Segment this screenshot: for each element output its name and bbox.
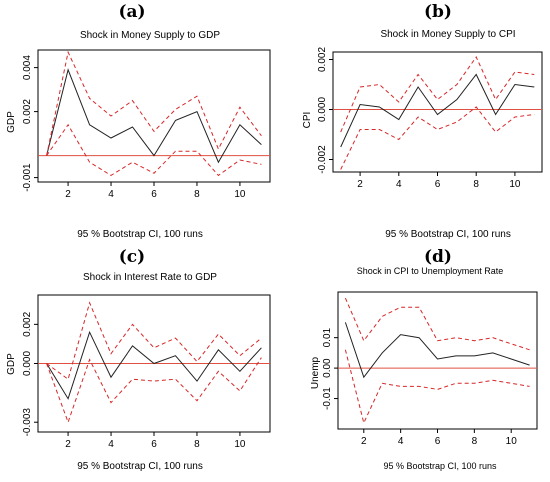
panel-b: (b) Shock in Money Supply to CPI CPI 95 …: [302, 2, 543, 240]
panel-c-xtick-label: 2: [65, 439, 71, 450]
panel-d-frame: [337, 291, 538, 430]
panel-d-ylabel: Unemp: [310, 356, 321, 389]
panel-a-title: Shock in Money Supply to GDP: [80, 30, 220, 41]
panel-d-label: (d): [424, 247, 452, 267]
panel-a-ytick-label: 0.002: [22, 99, 33, 124]
panel-b-ytick-label: 0.002: [317, 47, 328, 72]
panel-c-xtick-label: 8: [194, 439, 200, 450]
panel-b-series-lower: [340, 106, 535, 170]
panel-a-ytick-label: 0.004: [22, 55, 33, 80]
panel-b-series-estimate: [340, 73, 535, 148]
panel-c-series-estimate: [46, 330, 262, 400]
panel-c-xtick-label: 6: [151, 439, 157, 450]
panel-d-xtick-label: 6: [435, 436, 441, 447]
panel-a-ylabel: GDP: [6, 111, 17, 133]
panel-c-ytick-label: 0.000: [22, 351, 33, 376]
panel-c-xtick-label: 10: [234, 439, 246, 450]
panel-b-ylabel: CPI: [302, 112, 313, 129]
panel-b-label: (b): [424, 2, 452, 22]
panel-a-xtick-label: 10: [234, 189, 246, 200]
panel-d-xtick-label: 10: [506, 436, 518, 447]
panel-a-frame: [37, 49, 271, 183]
panel-b-xtick-label: 4: [396, 179, 402, 190]
panel-a-series-estimate: [46, 68, 262, 164]
panel-a: (a) Shock in Money Supply to GDP GDP 95 …: [6, 2, 271, 240]
panel-c-caption: 95 % Bootstrap CI, 100 runs: [77, 461, 203, 472]
panel-c-xtick-label: 4: [108, 439, 114, 450]
panel-a-xtick-label: 6: [151, 189, 157, 200]
panel-a-series-upper: [46, 50, 262, 156]
panel-c-ytick-label: 0.002: [22, 311, 33, 336]
panel-c-series-lower: [46, 357, 262, 424]
panel-c-ytick-label: -0.003: [22, 408, 33, 437]
panel-d-ytick-label: 0.00: [322, 358, 333, 378]
panel-a-caption: 95 % Bootstrap CI, 100 runs: [77, 229, 203, 240]
panel-b-frame: [332, 51, 543, 173]
panel-b-plot: 2 4 6 8 10 -0.002 0.000 0.002: [317, 47, 543, 190]
panel-a-xtick-label: 8: [194, 189, 200, 200]
panel-d-plot: 2 4 6 8 10 -0.01 0.00 0.01: [322, 291, 538, 447]
panel-d-ytick-label: -0.01: [322, 387, 333, 410]
panel-a-xtick-label: 4: [108, 189, 114, 200]
panel-b-xtick-label: 10: [509, 179, 521, 190]
panel-d-caption: 95 % Bootstrap CI, 100 runs: [383, 461, 497, 471]
panel-d-series-lower: [344, 349, 530, 425]
panel-d-ytick-label: 0.01: [322, 327, 333, 347]
panel-c-series-upper: [46, 301, 262, 381]
panel-c-title: Shock in Interest Rate to GDP: [83, 272, 217, 283]
panel-d-series-estimate: [344, 322, 530, 379]
panel-d: (d) Shock in CPI to Unemployment Rate Un…: [310, 247, 538, 471]
panel-b-series-upper: [340, 55, 535, 133]
panel-b-ytick-label: -0.002: [317, 145, 328, 174]
panel-d-xtick-label: 8: [472, 436, 478, 447]
panel-b-xtick-label: 6: [435, 179, 441, 190]
panel-b-title: Shock in Money Supply to CPI: [380, 29, 515, 40]
panel-c: (c) Shock in Interest Rate to GDP GDP 95…: [6, 247, 271, 472]
panel-d-series-upper: [344, 297, 530, 351]
panel-a-ytick-label: -0.001: [22, 163, 33, 192]
panel-d-title: Shock in CPI to Unemployment Rate: [357, 266, 504, 276]
panel-d-xtick-label: 2: [361, 436, 367, 447]
panel-b-caption: 95 % Bootstrap CI, 100 runs: [385, 229, 511, 240]
panel-a-label: (a): [118, 2, 145, 22]
panel-b-xtick-label: 2: [357, 179, 363, 190]
panel-a-xtick-label: 2: [65, 189, 71, 200]
panel-b-xtick-label: 8: [473, 179, 479, 190]
panel-c-ylabel: GDP: [6, 353, 17, 375]
panel-d-xtick-label: 4: [398, 436, 404, 447]
panel-b-ytick-label: 0.000: [317, 97, 328, 122]
panel-c-label: (c): [119, 247, 145, 267]
panel-a-plot: 2 4 6 8 10 -0.001 0.002 0.004: [22, 49, 271, 200]
panel-c-plot: 2 4 6 8 10 -0.003 0.000 0.002: [22, 294, 271, 450]
panel-a-series-lower: [46, 123, 262, 177]
